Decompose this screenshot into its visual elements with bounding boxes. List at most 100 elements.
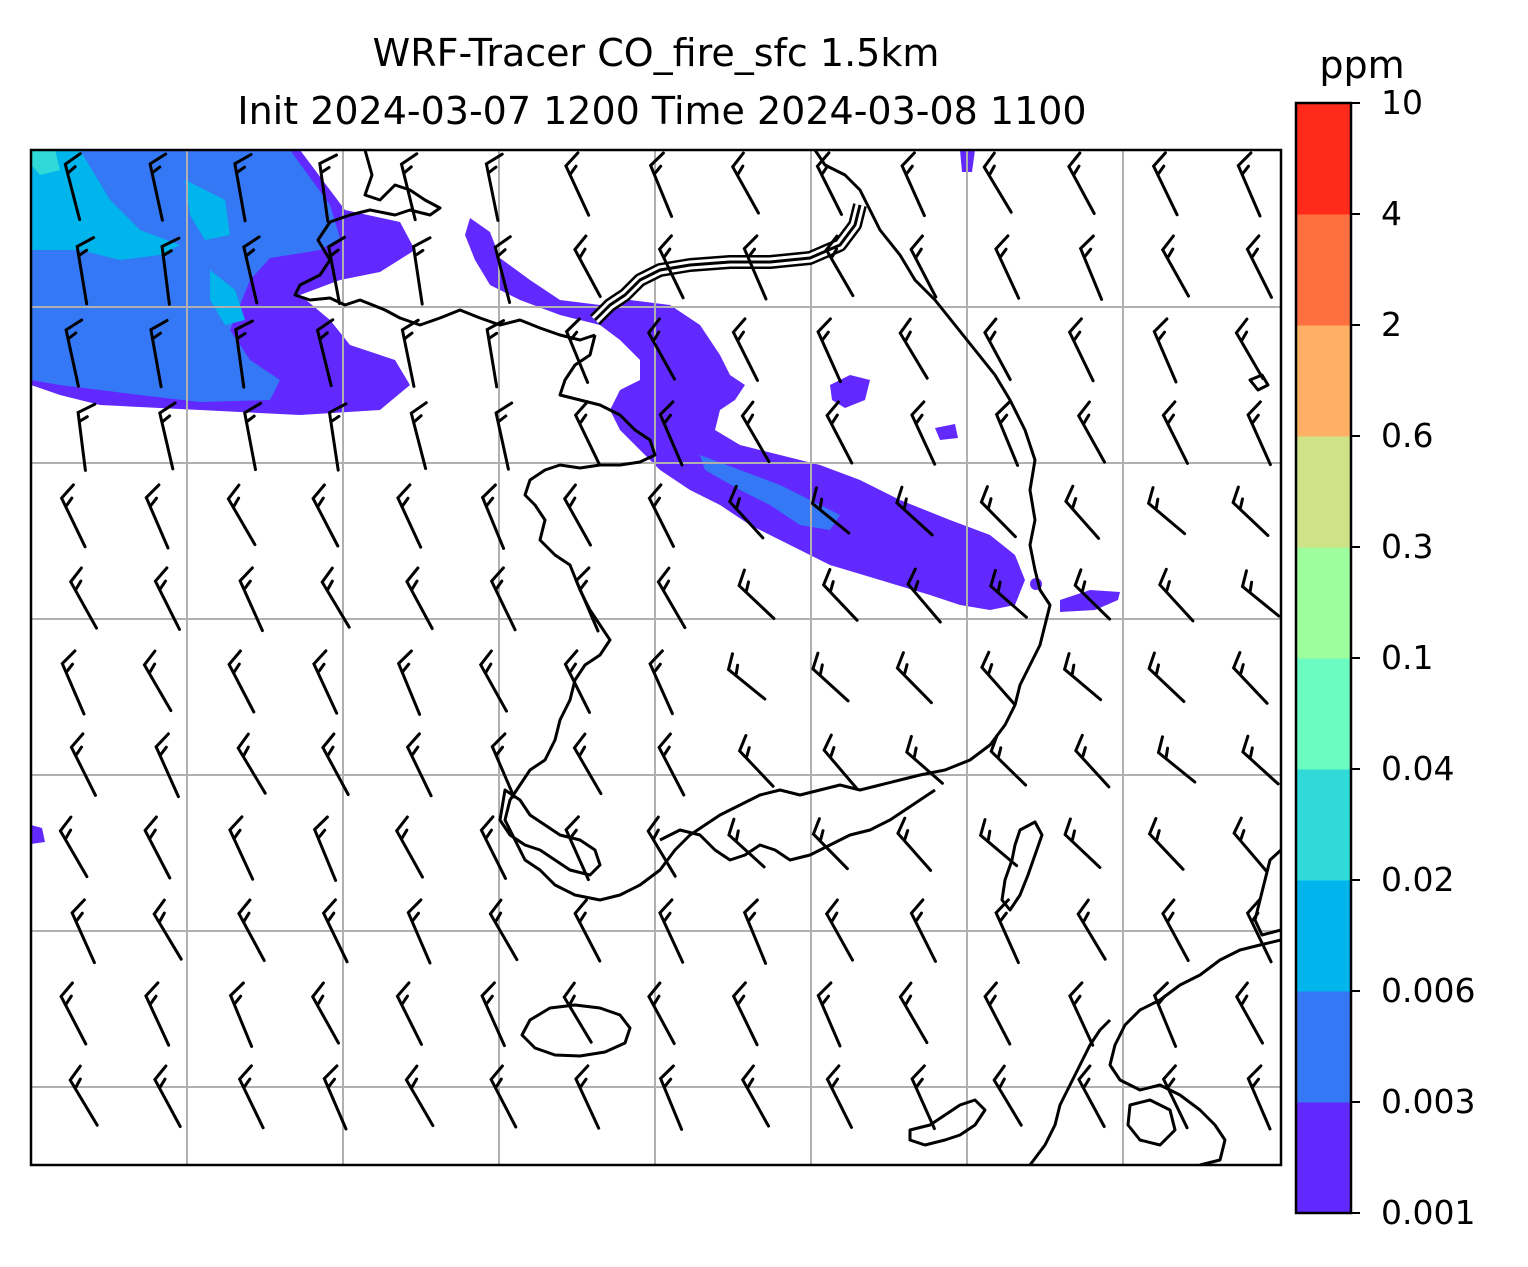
wind-barb <box>243 401 263 472</box>
wind-barb <box>1064 484 1101 540</box>
wind-barb <box>1147 817 1185 871</box>
wind-barb <box>811 651 850 703</box>
wind-barb <box>572 732 603 796</box>
wind-barb <box>1246 400 1272 467</box>
wind-barb <box>658 1064 684 1131</box>
wind-barb <box>994 898 1020 965</box>
coastline-bohai-west <box>293 150 596 342</box>
wind-barb <box>1151 151 1179 217</box>
wind-barb <box>1156 735 1197 784</box>
wind-barb <box>1231 651 1269 705</box>
wind-barb <box>656 566 687 630</box>
wind-barb <box>233 153 253 223</box>
wind-barb <box>1076 898 1107 961</box>
wind-barb <box>1245 234 1273 299</box>
colorbar: ppm 0.001 0.003 0.006 0.02 0.04 0.1 0.3 0.6 2 4 10 <box>1294 43 1475 1232</box>
colorbar-segment <box>1296 325 1351 437</box>
wind-barb <box>153 1064 182 1128</box>
wind-barb <box>154 732 180 799</box>
wind-barb <box>148 152 168 222</box>
wind-barb <box>824 234 855 298</box>
coastline-kyushu-west <box>1028 1018 1112 1165</box>
wind-barb <box>226 483 257 547</box>
wind-barb <box>1160 234 1190 298</box>
wind-barb <box>1076 400 1106 464</box>
wind-barb <box>905 734 944 785</box>
wind-barb <box>898 317 929 380</box>
colorbar-ticks: 0.001 0.003 0.006 0.02 0.04 0.1 0.3 0.6 2 4 10 <box>1351 83 1475 1232</box>
wind-barb <box>490 732 516 799</box>
wind-barb <box>742 898 768 965</box>
coastline-kyushu-inner <box>1126 1098 1177 1147</box>
colorbar-tick-label: 0.04 <box>1381 749 1454 788</box>
wind-barb <box>406 898 432 965</box>
wind-barb <box>1161 898 1190 962</box>
colorbar-segment <box>1296 769 1351 881</box>
wind-barb <box>811 817 849 871</box>
colorbar-tick-label: 0.6 <box>1381 416 1433 455</box>
wind-barb <box>994 234 1021 300</box>
colorbar-tick-label: 0.1 <box>1381 638 1433 677</box>
wind-barb <box>658 400 684 467</box>
wind-barb <box>1068 981 1095 1047</box>
wind-barb <box>68 1064 99 1127</box>
colorbar-segments <box>1296 103 1351 1214</box>
wind-barb <box>742 234 768 301</box>
wind-barb <box>489 566 517 632</box>
wind-barb <box>399 152 419 222</box>
wind-barb <box>1077 1064 1106 1128</box>
wind-barb <box>396 649 422 716</box>
colorbar-tick-label: 2 <box>1381 305 1402 344</box>
wind-barb <box>59 483 87 549</box>
wind-barb <box>983 317 1012 381</box>
wind-barb <box>909 234 938 299</box>
wind-barb <box>730 151 760 215</box>
wind-barb <box>1147 651 1186 703</box>
wind-barb <box>480 981 506 1048</box>
wind-barb <box>1074 733 1111 789</box>
wind-barb <box>574 1064 601 1130</box>
border-china-korea <box>590 203 867 325</box>
wind-barb <box>815 151 843 216</box>
wind-barb <box>493 235 512 304</box>
wind-barb <box>394 815 424 879</box>
wind-barb <box>727 817 766 869</box>
wind-barb <box>70 898 96 965</box>
wind-barb <box>740 1064 770 1128</box>
wind-barb <box>646 815 677 878</box>
wind-barb <box>824 898 854 962</box>
wind-barb <box>69 732 97 797</box>
wind-barb <box>395 981 423 1046</box>
wind-barb <box>238 566 264 633</box>
wind-barb <box>825 400 854 465</box>
wind-barb <box>488 898 519 962</box>
wind-barb <box>237 898 266 962</box>
wind-barb <box>906 567 942 624</box>
wind-barb <box>405 566 434 630</box>
wind-barb <box>1146 486 1187 536</box>
map-gridlines <box>31 150 1281 1165</box>
wind-barb <box>1078 234 1104 301</box>
wind-barb <box>144 981 171 1047</box>
wind-barb <box>980 650 1017 706</box>
wind-barb <box>158 401 177 471</box>
map-title-line1: WRF-Tracer CO_fire_sfc 1.5km <box>373 31 940 75</box>
coastlines <box>293 150 1281 1165</box>
wind-barb <box>898 981 929 1045</box>
map-title-line2: Init 2024-03-07 1200 Time 2024-03-08 110… <box>237 89 1086 133</box>
map-frame <box>29 148 1283 1167</box>
colorbar-segment <box>1296 1102 1351 1214</box>
wind-barb <box>1236 151 1262 218</box>
wind-barb <box>992 1064 1023 1127</box>
wind-barb <box>1246 1064 1272 1131</box>
wind-barb <box>895 651 933 705</box>
wind-barb <box>142 649 173 713</box>
wind-barb <box>731 317 759 382</box>
wind-barb <box>1241 734 1280 786</box>
wind-barb <box>242 235 261 305</box>
colorbar-tick-label: 0.003 <box>1381 1082 1475 1121</box>
wind-barb <box>737 568 776 620</box>
wind-barb <box>480 483 506 550</box>
wind-barb <box>648 151 674 218</box>
